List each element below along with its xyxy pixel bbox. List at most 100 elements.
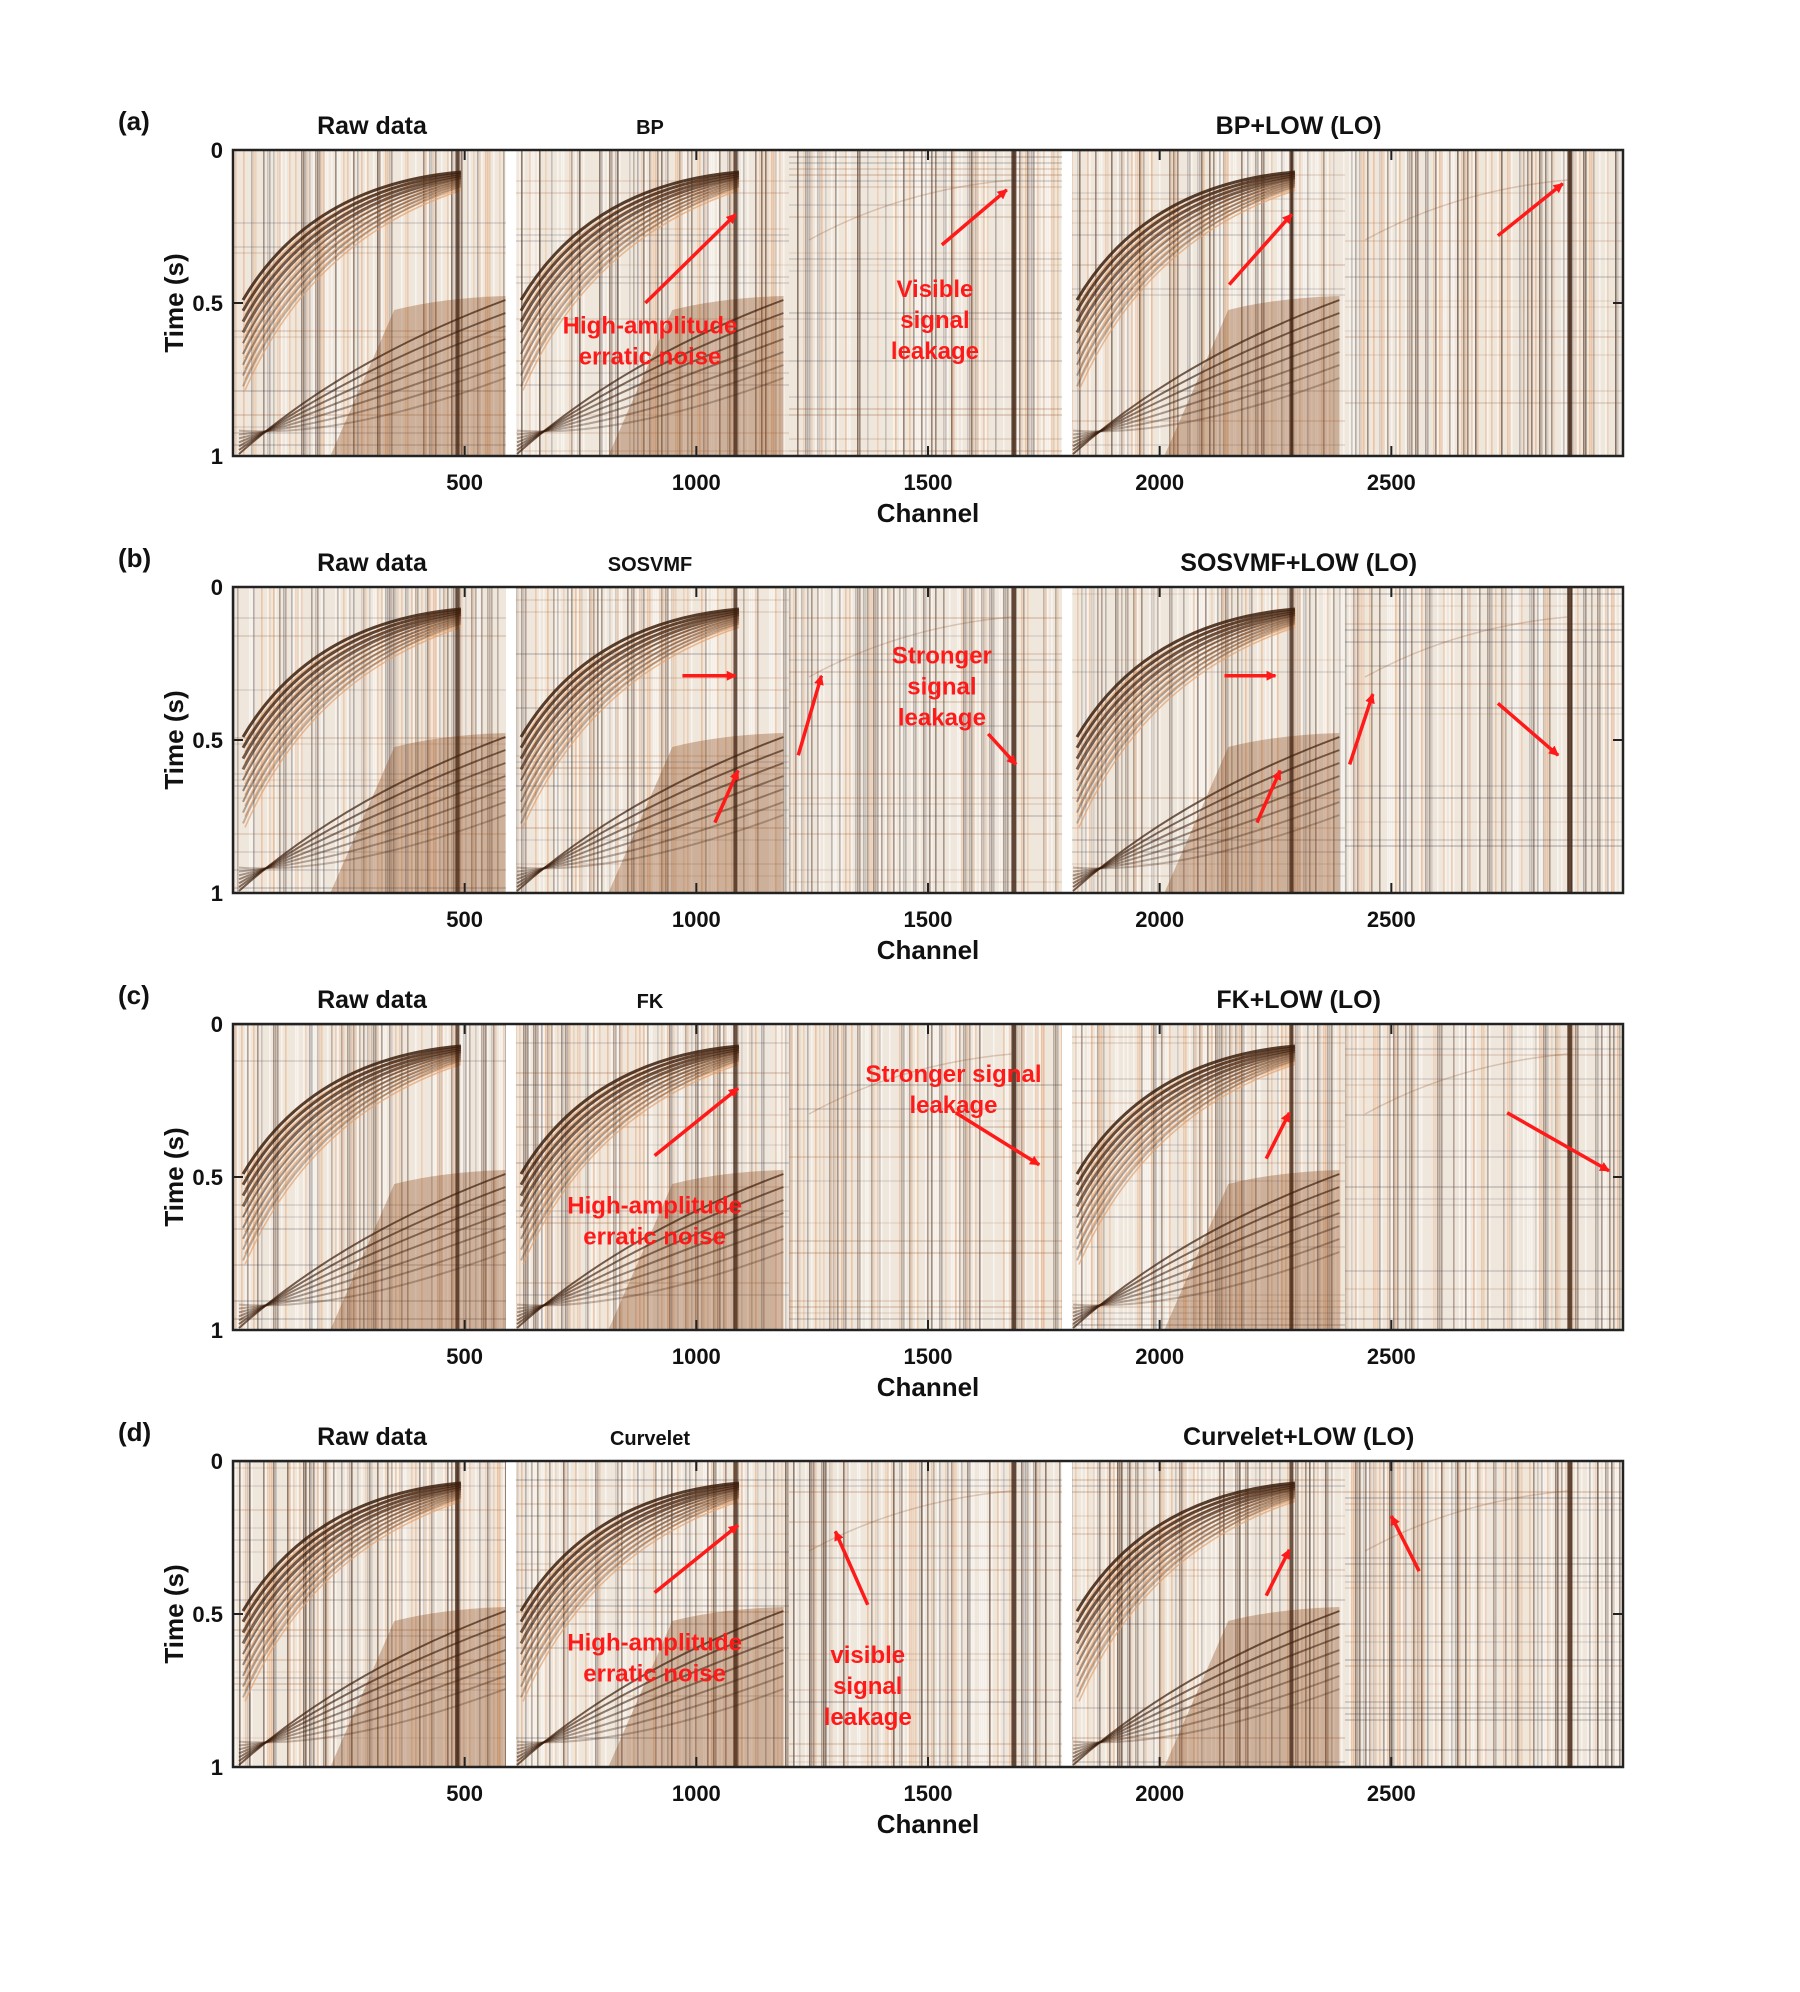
seismic-event bbox=[1078, 619, 1296, 785]
trace-stripe bbox=[749, 1024, 751, 1330]
trace-stripe bbox=[1287, 150, 1289, 456]
trace-stripe bbox=[1317, 150, 1319, 456]
trace-stripe bbox=[963, 587, 965, 893]
trace-stripe bbox=[909, 1024, 911, 1330]
trace-stripe bbox=[665, 587, 667, 893]
noise-row bbox=[789, 1084, 1067, 1086]
trace-stripe bbox=[1367, 1461, 1369, 1767]
trace-stripe bbox=[1251, 587, 1253, 893]
trace-stripe bbox=[913, 150, 915, 456]
trace-stripe bbox=[605, 587, 607, 893]
noise-row bbox=[1067, 1467, 1345, 1469]
trace-stripe bbox=[1535, 150, 1537, 456]
seismic-event bbox=[1072, 1649, 1340, 1755]
noise-row bbox=[1067, 1042, 1345, 1044]
trace-stripe bbox=[1137, 150, 1139, 456]
seismic-block bbox=[330, 1607, 506, 1767]
seismic-event bbox=[1076, 178, 1296, 344]
trace-stripe bbox=[889, 1024, 891, 1330]
noise-row bbox=[1067, 1204, 1345, 1206]
seismic-event bbox=[1075, 611, 1296, 760]
trace-stripe bbox=[527, 1024, 529, 1330]
trace-stripe bbox=[469, 150, 471, 456]
trace-stripe bbox=[1187, 150, 1189, 456]
panel-subtitle: SOSVMF+LOW (LO) bbox=[1180, 549, 1417, 577]
trace-stripe bbox=[899, 587, 901, 893]
seismic-event bbox=[520, 1489, 740, 1655]
trace-stripe bbox=[911, 1024, 913, 1330]
trace-stripe bbox=[1343, 587, 1345, 893]
trace-stripe bbox=[1605, 1024, 1607, 1330]
erratic-trace bbox=[1289, 150, 1294, 456]
trace-stripe bbox=[785, 1024, 787, 1330]
trace-stripe bbox=[779, 1024, 781, 1330]
noise-row bbox=[233, 1677, 511, 1679]
trace-stripe bbox=[849, 1461, 851, 1767]
trace-stripe bbox=[729, 1024, 731, 1330]
trace-stripe bbox=[427, 150, 429, 456]
trace-stripe bbox=[293, 587, 295, 893]
noise-row bbox=[1067, 288, 1345, 290]
trace-stripe bbox=[1353, 587, 1355, 893]
trace-stripe bbox=[479, 587, 481, 893]
seismic-event bbox=[519, 170, 740, 301]
trace-stripe bbox=[1135, 587, 1137, 893]
noise-row bbox=[1345, 839, 1623, 841]
trace-stripe bbox=[1353, 1461, 1355, 1767]
seismic-event bbox=[1078, 1060, 1296, 1244]
trace-stripe bbox=[691, 587, 693, 893]
trace-stripe bbox=[459, 150, 461, 456]
trace-stripe bbox=[1039, 1461, 1041, 1767]
trace-stripe bbox=[469, 1024, 471, 1330]
trace-stripe bbox=[1303, 587, 1305, 893]
noise-row bbox=[1345, 1491, 1623, 1493]
trace-stripe bbox=[1565, 150, 1567, 456]
trace-stripe bbox=[1485, 1461, 1487, 1767]
trace-stripe bbox=[865, 587, 867, 893]
noise-row bbox=[1067, 294, 1345, 296]
trace-stripe bbox=[1565, 1461, 1567, 1767]
trace-stripe bbox=[691, 150, 693, 456]
seismic-event bbox=[241, 1046, 462, 1186]
trace-stripe bbox=[1133, 150, 1135, 456]
trace-stripe bbox=[643, 1024, 645, 1330]
trace-stripe bbox=[1359, 1461, 1361, 1767]
trace-stripe bbox=[803, 1024, 805, 1330]
leakage-event bbox=[808, 616, 1012, 678]
trace-stripe bbox=[1487, 1024, 1489, 1330]
trace-stripe bbox=[1597, 587, 1599, 893]
group-gap bbox=[1062, 150, 1072, 456]
trace-stripe bbox=[1389, 1024, 1391, 1330]
y-axis-label: Time (s) bbox=[159, 690, 189, 789]
trace-stripe bbox=[985, 587, 987, 893]
trace-stripe bbox=[1503, 1461, 1505, 1767]
trace-stripe bbox=[569, 1024, 571, 1330]
trace-stripe bbox=[375, 1024, 377, 1330]
seismic-event bbox=[238, 1649, 506, 1755]
seismic-event bbox=[520, 183, 740, 377]
seismic-event bbox=[242, 1496, 462, 1698]
trace-stripe bbox=[553, 1461, 555, 1767]
trace-stripe bbox=[713, 1461, 715, 1767]
trace-stripe bbox=[443, 1024, 445, 1330]
noise-row bbox=[789, 803, 1067, 805]
leakage-trace bbox=[1011, 587, 1017, 893]
trace-stripe bbox=[1223, 1024, 1225, 1330]
trace-stripe bbox=[1467, 587, 1469, 893]
trace-stripe bbox=[1145, 1024, 1147, 1330]
trace-stripe bbox=[533, 1024, 535, 1330]
trace-stripe bbox=[391, 1024, 393, 1330]
trace-stripe bbox=[1469, 1461, 1471, 1767]
y-tick-label: 0 bbox=[211, 1012, 223, 1037]
panel-subtitle: Raw data bbox=[317, 112, 428, 140]
trace-stripe bbox=[1161, 1461, 1163, 1767]
trace-stripe bbox=[653, 1461, 655, 1767]
trace-stripe bbox=[845, 1461, 847, 1767]
noise-row bbox=[1067, 1216, 1345, 1218]
noise-row bbox=[789, 186, 1067, 188]
trace-stripe bbox=[387, 587, 389, 893]
trace-stripe bbox=[1605, 587, 1607, 893]
noise-row bbox=[233, 1264, 511, 1266]
trace-stripe bbox=[683, 587, 685, 893]
noise-row bbox=[1067, 1120, 1345, 1122]
